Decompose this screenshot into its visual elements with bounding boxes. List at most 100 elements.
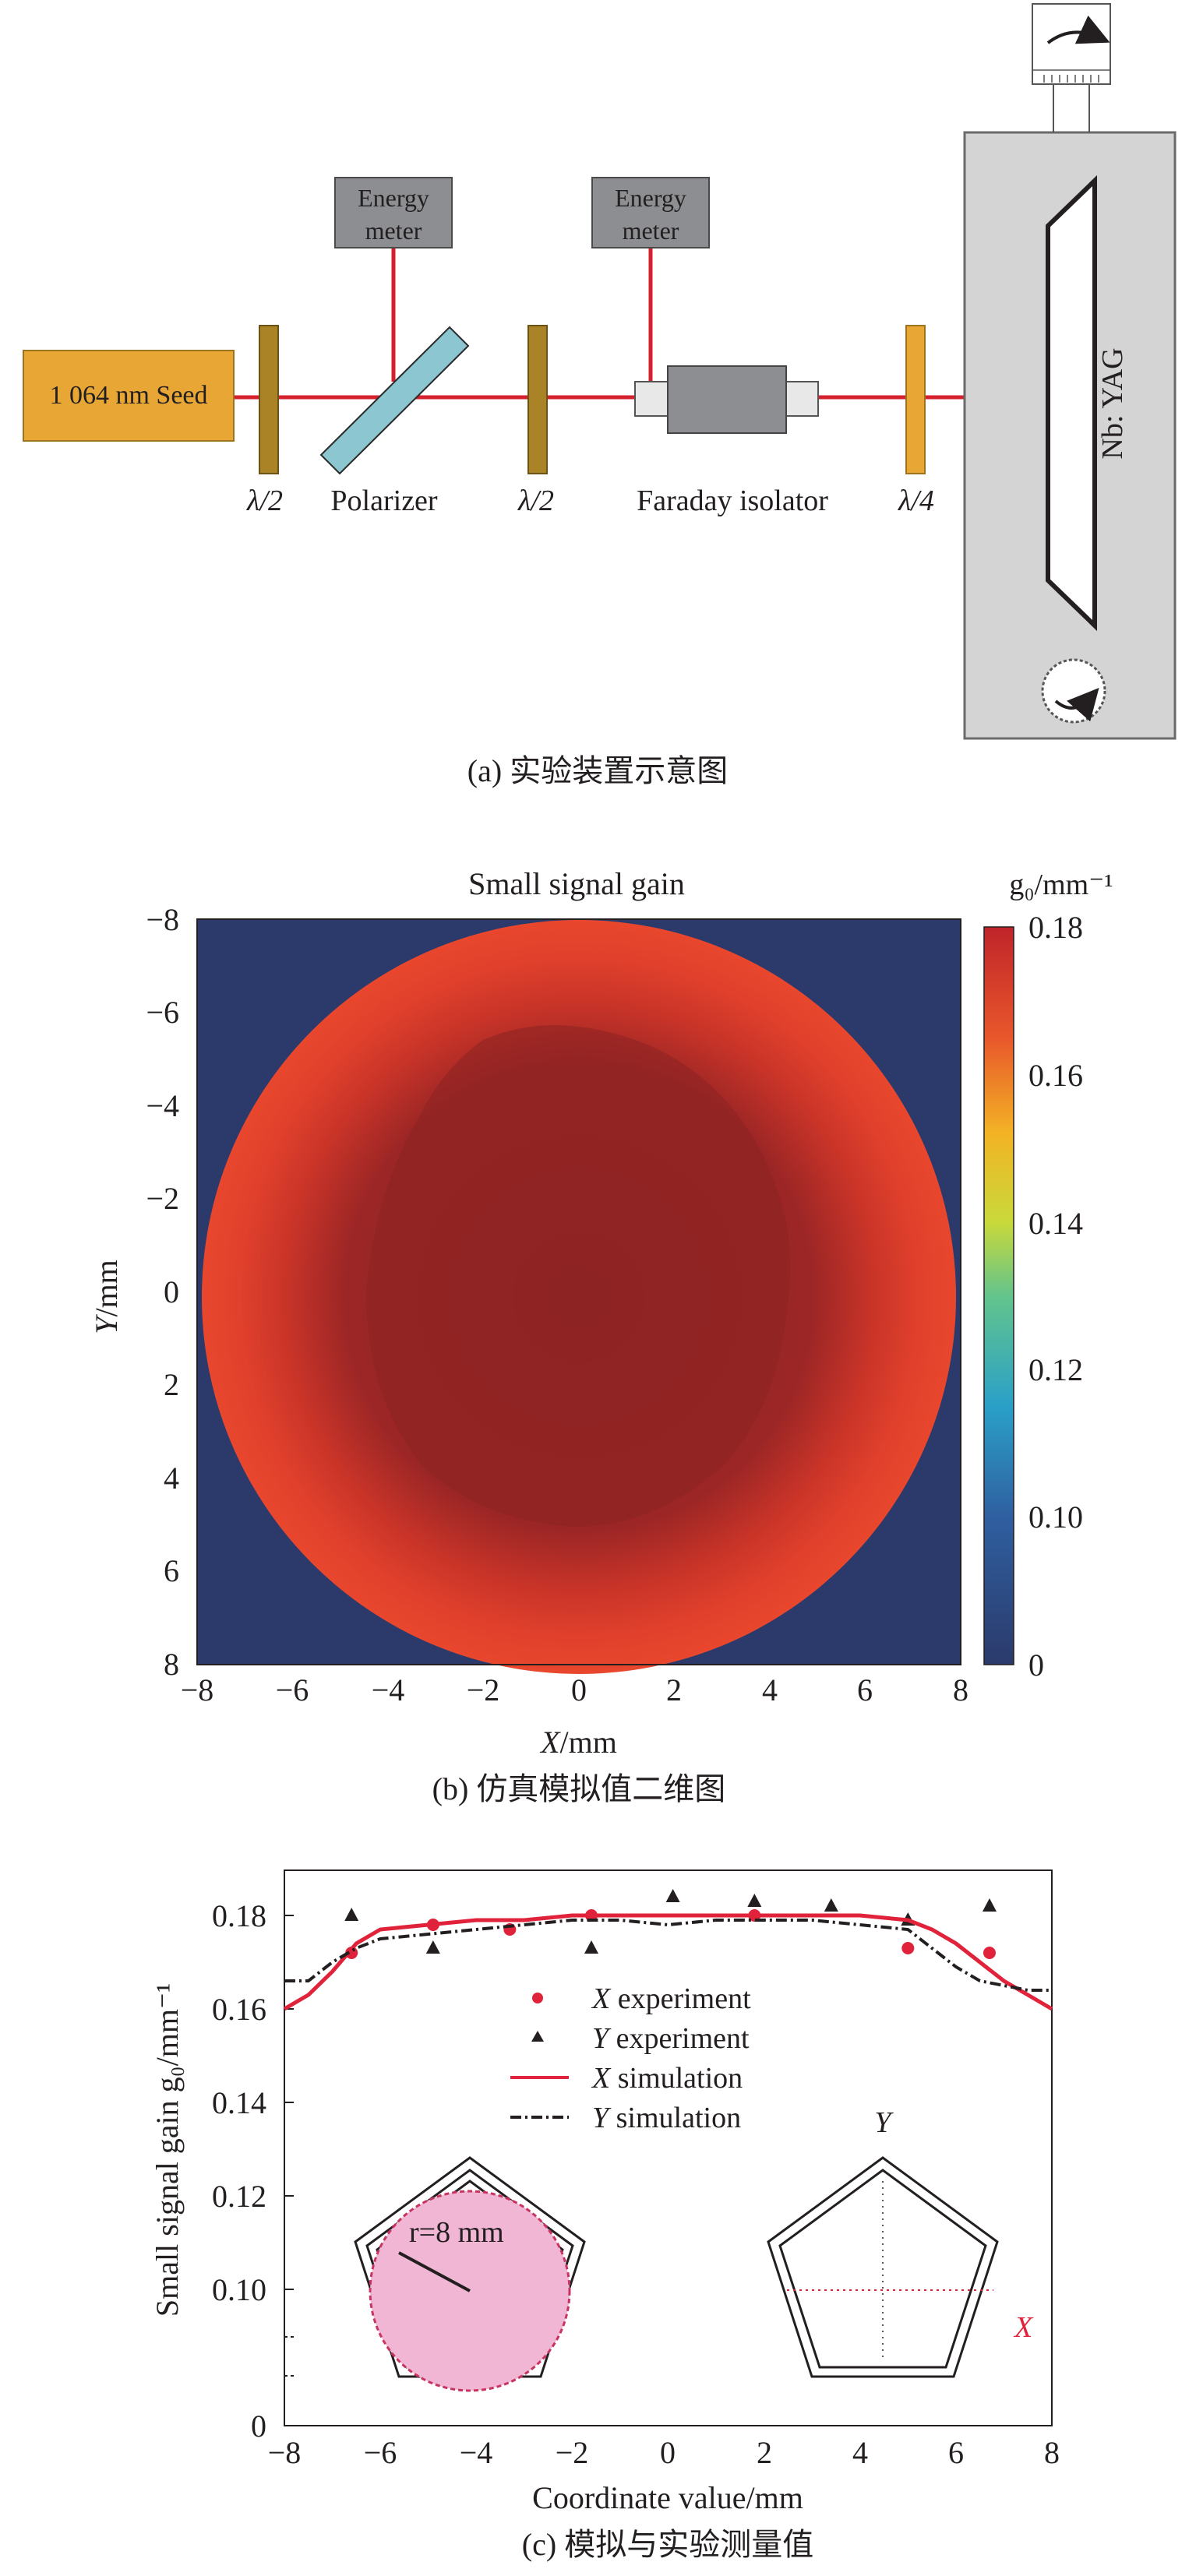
y-experiment-point <box>344 1908 359 1921</box>
x-tick: 4 <box>762 1672 778 1707</box>
y-experiment-point <box>747 1894 762 1907</box>
chart-c-xlabel: Coordinate value/mm <box>532 2480 803 2515</box>
y-tick: 0.18 <box>212 1898 266 1933</box>
heatmap-y-ticks: −8 −6 −4 −2 0 2 4 6 8 <box>146 902 179 1682</box>
x-tick: −6 <box>276 1672 309 1707</box>
y-simulation-line <box>284 1919 1052 1992</box>
seed-label: 1 064 nm Seed <box>49 381 207 410</box>
legend-item: Y experiment <box>592 2022 750 2055</box>
x-experiment-point <box>901 1942 915 1954</box>
inset-left-pentagon: r=8 mm <box>354 2156 586 2392</box>
y-tick: 0.16 <box>212 1992 266 2027</box>
crystal-label: Nb: YAG <box>1096 347 1129 459</box>
y-tick: −4 <box>146 1088 179 1123</box>
colorbar-tick: 0.10 <box>1028 1499 1083 1535</box>
x-simulation-line <box>283 1913 1053 2011</box>
y-tick: 8 <box>164 1647 179 1682</box>
colorbar <box>983 926 1014 1665</box>
heatmap-frame <box>196 918 961 1665</box>
x-tick: −8 <box>268 2435 302 2470</box>
legend-marker-y-exp <box>531 2031 544 2042</box>
caption-b: (b) 仿真模拟值二维图 <box>432 1771 726 1806</box>
x-tick: 0 <box>660 2435 676 2470</box>
x-tick: 2 <box>666 1672 682 1707</box>
heatmap-ylabel: Y/mm <box>89 1260 124 1334</box>
y-tick: 0 <box>251 2409 266 2444</box>
x-tick: −8 <box>181 1672 214 1707</box>
half-wave-1-label: λ/2 <box>246 485 283 517</box>
heatmap-x-ticks: −8 −6 −4 −2 0 2 4 6 8 <box>181 1672 968 1707</box>
energy-meter-2-line1: Energy <box>615 184 686 212</box>
x-tick: −4 <box>460 2435 493 2470</box>
legend-item: Y simulation <box>592 2102 741 2134</box>
legend-item: X experiment <box>591 1982 751 2015</box>
y-experiment-point <box>425 1940 440 1954</box>
polarizer-label: Polarizer <box>330 485 438 517</box>
colorbar-tick: 0.14 <box>1028 1206 1083 1241</box>
chart-c-legend: X experiment Y experiment X simulation Y… <box>510 1982 751 2134</box>
caption-a: (a) 实验装置示意图 <box>467 753 728 788</box>
x-tick: 4 <box>852 2435 868 2470</box>
y-tick: 0.12 <box>212 2179 266 2214</box>
inset-axis-x: X <box>1013 2311 1034 2344</box>
y-tick: 2 <box>164 1367 179 1402</box>
colorbar-tick: 0.16 <box>1028 1058 1083 1093</box>
polarizer <box>319 326 470 475</box>
y-experiment-point <box>665 1889 680 1902</box>
y-tick: 0 <box>164 1274 179 1309</box>
y-tick: 4 <box>164 1461 179 1496</box>
axis-break <box>284 2336 294 2377</box>
colorbar-tick: 0.18 <box>1028 910 1083 945</box>
x-tick: −2 <box>556 2435 589 2470</box>
colorbar-tick: 0 <box>1028 1647 1044 1683</box>
faraday-label: Faraday isolator <box>637 485 828 517</box>
x-tick: 6 <box>857 1672 873 1707</box>
y-experiment-point <box>824 1898 838 1912</box>
chart-c-y-tickmarks <box>284 1915 294 2290</box>
seed-laser <box>23 350 235 442</box>
y-experiment-point <box>982 1898 997 1912</box>
energy-meter-2 <box>591 177 710 248</box>
x-tick: −2 <box>467 1672 500 1707</box>
legend-marker-x-exp <box>532 1993 543 2003</box>
panel-b-heatmap: Small signal gain −8 −6 −4 −2 0 2 4 6 8 … <box>89 866 1113 1806</box>
x-experiment-point <box>983 1947 996 1959</box>
x-tick: 8 <box>1044 2435 1060 2470</box>
chart-c-x-ticks: −8 −6 −4 −2 0 2 4 6 8 <box>268 2435 1060 2470</box>
x-tick: 0 <box>571 1672 587 1707</box>
rotation-dial-top <box>1032 3 1111 132</box>
heatmap-xlabel: X/mm <box>539 1725 617 1760</box>
y-tick: −2 <box>146 1181 179 1216</box>
chart-c-ylabel: Small signal gain g₀/mm⁻¹ <box>150 1983 185 2317</box>
inset-axis-y: Y <box>874 2106 894 2139</box>
y-tick: −8 <box>146 902 179 937</box>
energy-meter-1-line1: Energy <box>358 184 429 212</box>
y-tick: 0.14 <box>212 2085 266 2120</box>
energy-meter-1 <box>334 177 453 248</box>
y-tick: 6 <box>164 1553 179 1588</box>
panel-a-setup: 1 064 nm Seed Energy meter Energy meter … <box>23 3 1177 788</box>
faraday-isolator <box>634 365 819 434</box>
energy-meter-1-line2: meter <box>365 217 422 245</box>
rotation-dial-bottom <box>1041 658 1106 724</box>
heatmap-title: Small signal gain <box>468 866 685 901</box>
quarter-wave-plate <box>905 325 926 474</box>
x-tick: 6 <box>948 2435 964 2470</box>
x-tick: 2 <box>757 2435 772 2470</box>
x-tick: −6 <box>364 2435 397 2470</box>
caption-c: (c) 模拟与实验测量值 <box>522 2527 813 2562</box>
colorbar-tick: 0.12 <box>1028 1352 1083 1387</box>
legend-item: X simulation <box>591 2062 743 2095</box>
half-wave-2-label: λ/2 <box>517 485 554 517</box>
gain-core-texture <box>366 1025 791 1527</box>
half-wave-plate-1 <box>259 325 279 474</box>
half-wave-plate-2 <box>527 325 548 474</box>
chart-c-y-ticks: 0.18 0.16 0.14 0.12 0.10 0 <box>212 1898 266 2444</box>
nd-yag-crystal <box>1046 174 1097 632</box>
x-tick: −4 <box>372 1672 405 1707</box>
y-tick: 0.10 <box>212 2272 266 2307</box>
panel-c-chart: 0.18 0.16 0.14 0.12 0.10 0 Small signal … <box>150 1869 1060 2562</box>
colorbar-label: g₀/mm⁻¹ <box>1009 869 1113 901</box>
x-tick: 8 <box>953 1672 968 1707</box>
